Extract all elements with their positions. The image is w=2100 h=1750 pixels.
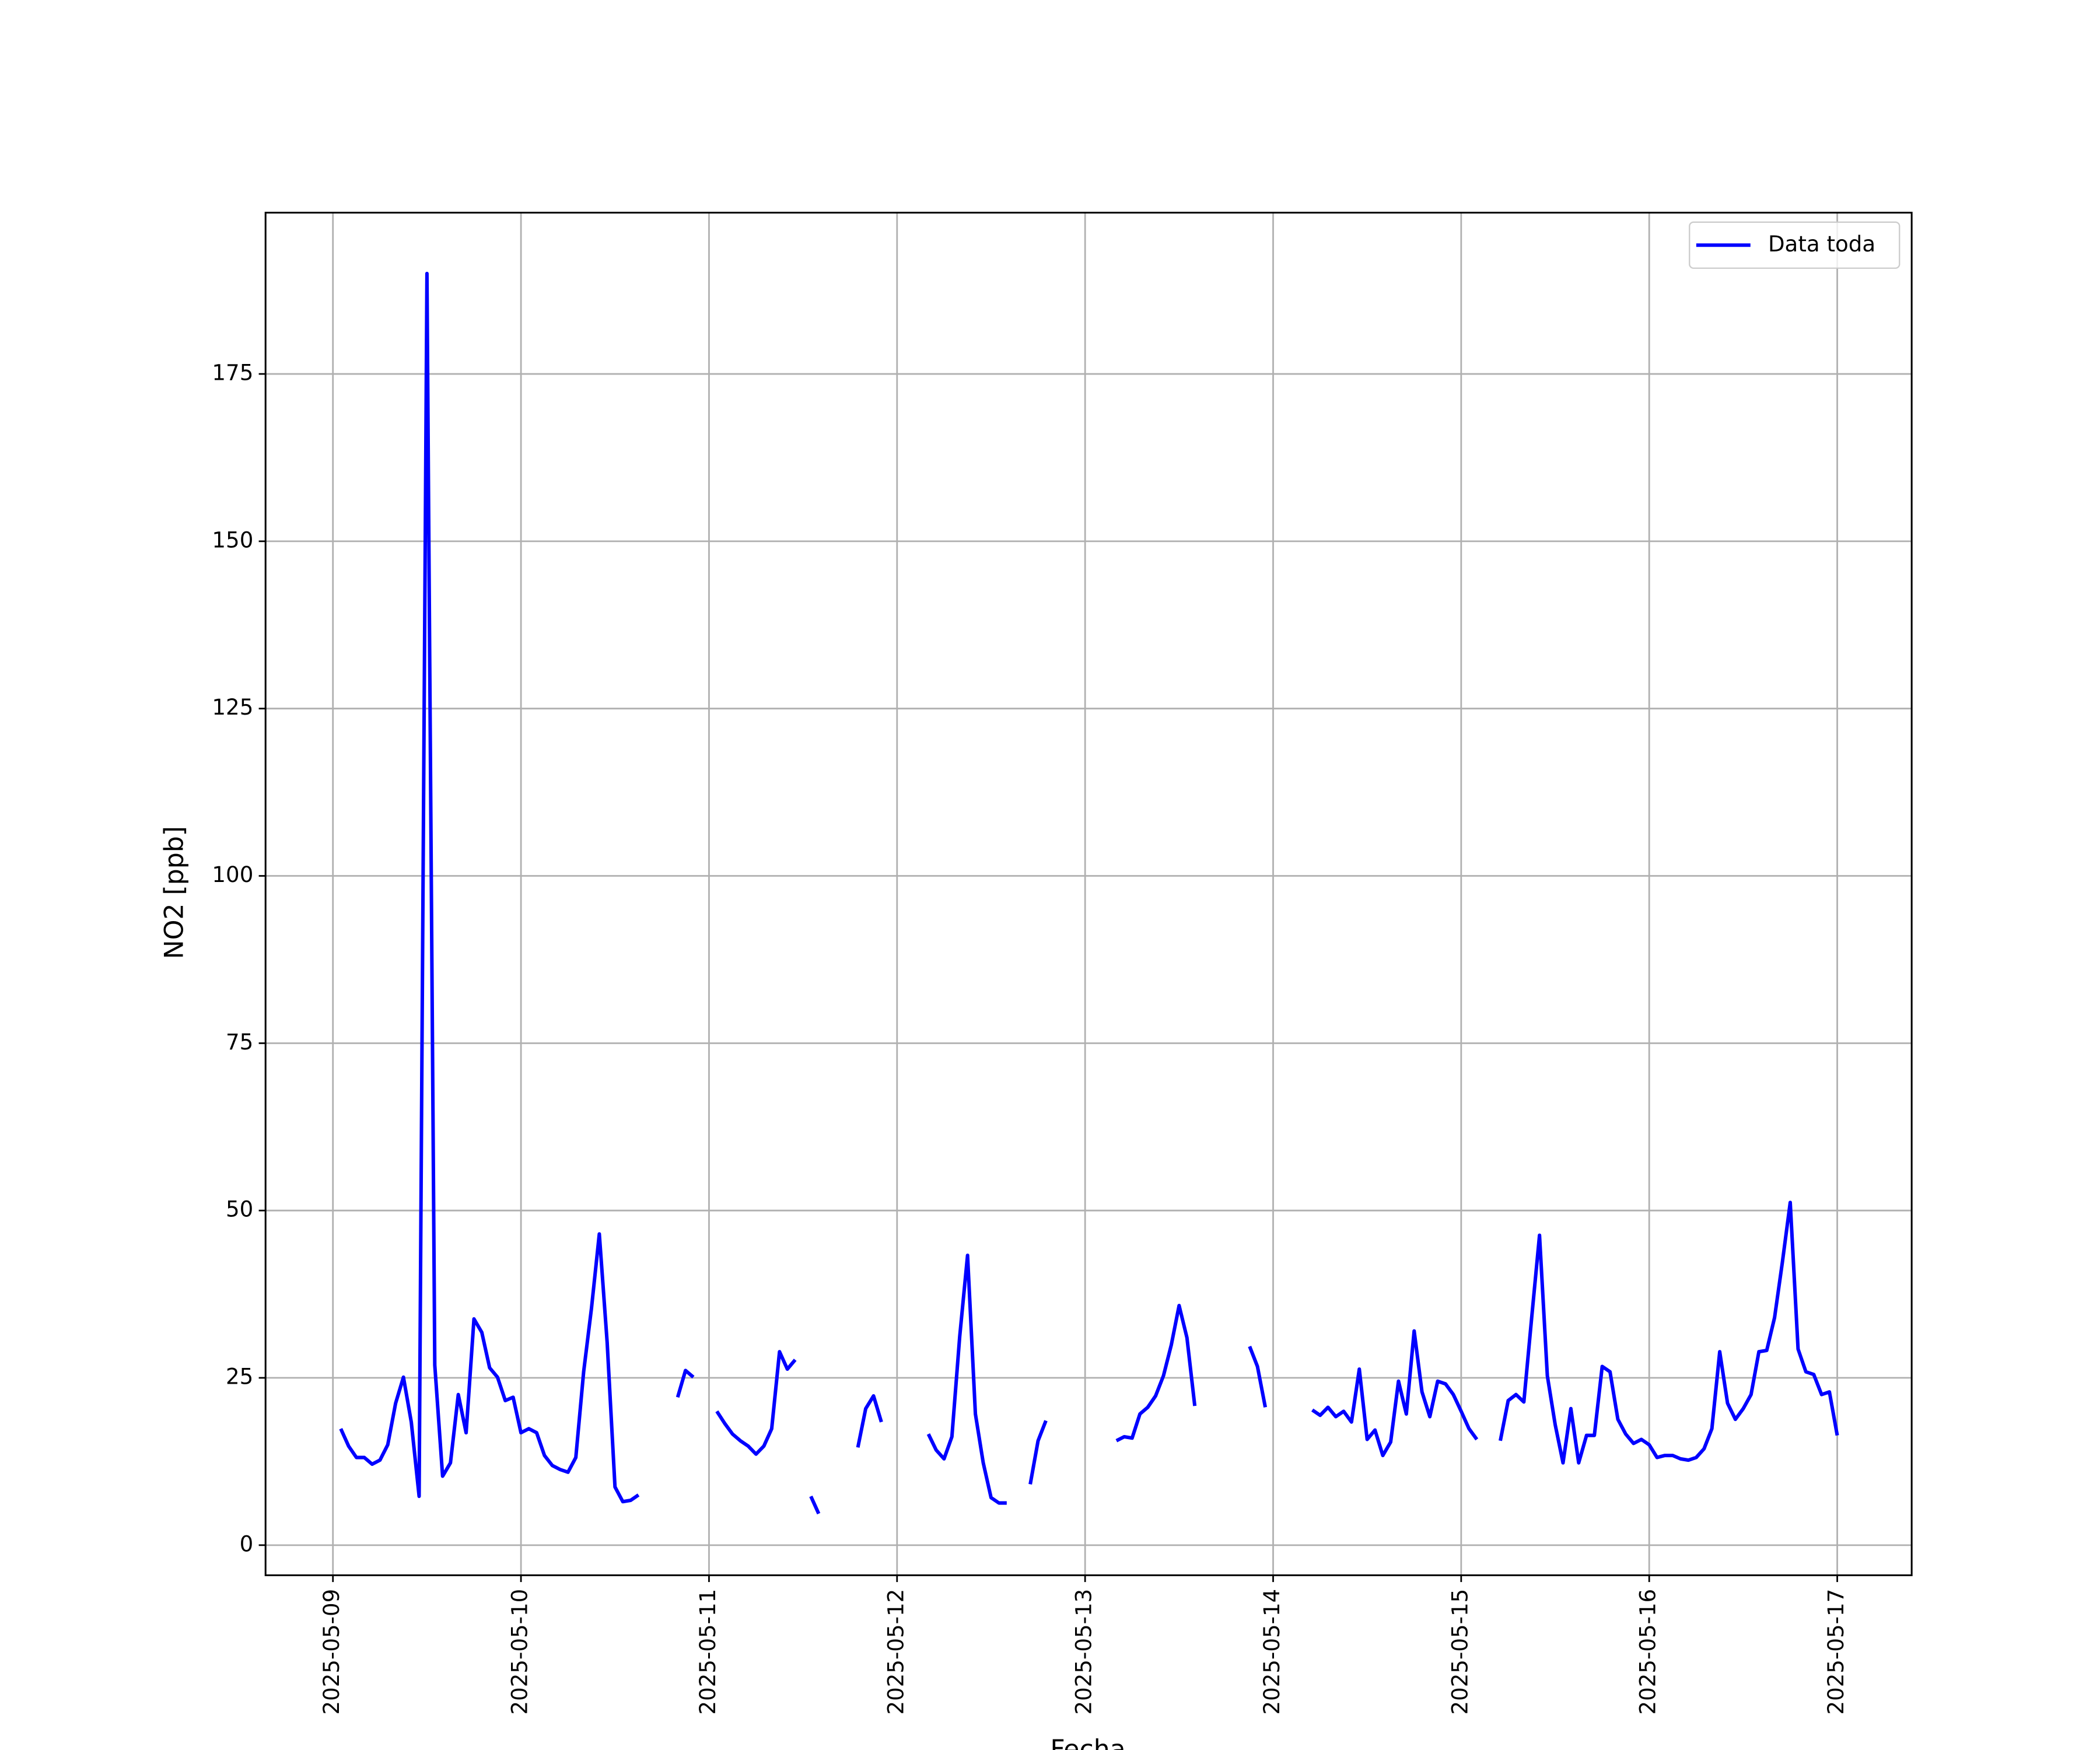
legend-label: Data toda [1768, 232, 1875, 257]
x-tick-label: 2025-05-16 [1636, 1589, 1661, 1715]
x-tick-label: 2025-05-11 [695, 1589, 720, 1715]
x-tick-label: 2025-05-10 [508, 1589, 533, 1715]
x-tick-label: 2025-05-14 [1259, 1589, 1284, 1715]
x-tick-label: 2025-05-15 [1447, 1589, 1472, 1715]
y-tick-label: 100 [212, 862, 253, 887]
x-tick-label: 2025-05-09 [319, 1589, 344, 1715]
y-tick-label: 175 [212, 360, 253, 386]
y-tick-label: 0 [240, 1531, 254, 1556]
x-tick-label: 2025-05-12 [883, 1589, 908, 1715]
x-tick-label: 2025-05-17 [1824, 1589, 1849, 1715]
x-tick-label: 2025-05-13 [1072, 1589, 1097, 1715]
y-tick-label: 150 [212, 527, 253, 552]
data-line [339, 271, 1839, 1515]
x-axis-label: Fecha [1050, 1735, 1125, 1750]
y-tick-label: 50 [226, 1197, 253, 1222]
y-tick-label: 125 [212, 695, 253, 720]
y-tick-label: 75 [226, 1030, 253, 1055]
legend: Data toda [1689, 221, 1901, 269]
legend-box [1689, 221, 1901, 269]
axes-frame [264, 212, 1913, 1576]
y-axis-label: NO2 [ppb] [160, 826, 190, 959]
y-tick-label: 25 [226, 1364, 253, 1390]
